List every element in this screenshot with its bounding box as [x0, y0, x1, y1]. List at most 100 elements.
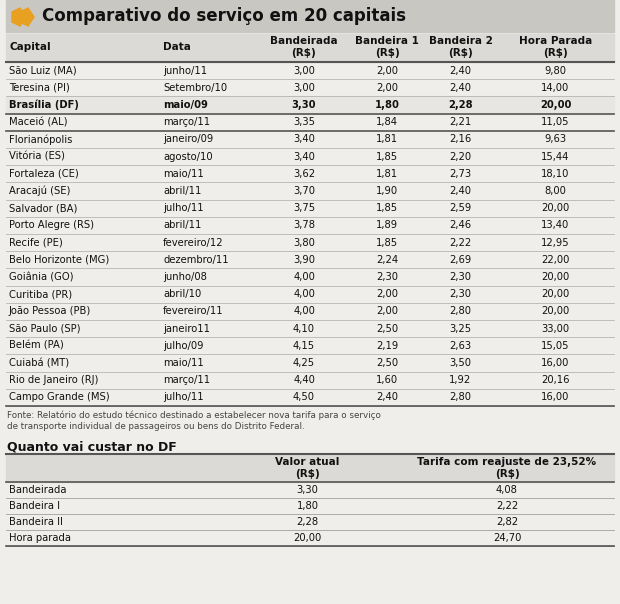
Text: 1,80: 1,80: [374, 100, 399, 110]
Text: 3,40: 3,40: [293, 135, 315, 144]
Bar: [6, 97, 614, 114]
Text: 2,22: 2,22: [450, 237, 472, 248]
Text: 4,00: 4,00: [293, 272, 315, 282]
Text: 3,50: 3,50: [450, 358, 471, 368]
Text: 3,25: 3,25: [450, 324, 472, 333]
Text: 1,60: 1,60: [376, 375, 398, 385]
Text: Bandeirada
(R$): Bandeirada (R$): [270, 36, 338, 58]
Text: 2,80: 2,80: [450, 306, 471, 316]
Text: 22,00: 22,00: [541, 255, 570, 265]
Text: Bandeira I: Bandeira I: [9, 501, 60, 511]
Text: Campo Grande (MS): Campo Grande (MS): [9, 393, 110, 402]
Text: 2,00: 2,00: [376, 306, 398, 316]
Text: janeiro/09: janeiro/09: [163, 135, 213, 144]
Text: Belo Horizonte (MG): Belo Horizonte (MG): [9, 255, 109, 265]
Text: 16,00: 16,00: [541, 393, 570, 402]
Text: 13,40: 13,40: [541, 220, 570, 230]
Text: Bandeirada: Bandeirada: [9, 485, 66, 495]
Text: 4,10: 4,10: [293, 324, 315, 333]
Text: 2,73: 2,73: [450, 169, 472, 179]
Text: 4,00: 4,00: [293, 289, 315, 299]
Text: maio/09: maio/09: [163, 100, 208, 110]
Text: Hora Parada
(R$): Hora Parada (R$): [519, 36, 592, 58]
Text: Maceió (AL): Maceió (AL): [9, 117, 68, 127]
Text: 3,30: 3,30: [292, 100, 316, 110]
Text: Quanto vai custar no DF: Quanto vai custar no DF: [7, 440, 177, 453]
Text: abril/10: abril/10: [163, 289, 202, 299]
Text: 3,40: 3,40: [293, 152, 315, 162]
Text: 3,00: 3,00: [293, 83, 315, 93]
Text: 3,35: 3,35: [293, 117, 315, 127]
Text: 20,00: 20,00: [541, 289, 570, 299]
Text: 16,00: 16,00: [541, 358, 570, 368]
Text: maio/11: maio/11: [163, 169, 204, 179]
Text: 3,90: 3,90: [293, 255, 315, 265]
Text: 2,28: 2,28: [448, 100, 473, 110]
Polygon shape: [20, 8, 34, 26]
Text: 1,81: 1,81: [376, 135, 398, 144]
Text: Hora parada: Hora parada: [9, 533, 71, 543]
Text: 2,40: 2,40: [450, 83, 471, 93]
Text: 14,00: 14,00: [541, 83, 570, 93]
Text: 2,40: 2,40: [450, 186, 471, 196]
Text: 2,40: 2,40: [376, 393, 398, 402]
Text: Cuiabá (MT): Cuiabá (MT): [9, 358, 69, 368]
Text: 3,30: 3,30: [296, 485, 319, 495]
Text: 4,08: 4,08: [496, 485, 518, 495]
Text: 2,63: 2,63: [450, 341, 472, 351]
Text: Salvador (BA): Salvador (BA): [9, 203, 78, 213]
Text: Bandeira 2
(R$): Bandeira 2 (R$): [428, 36, 492, 58]
Text: Setembro/10: Setembro/10: [163, 83, 227, 93]
Text: 2,82: 2,82: [496, 517, 518, 527]
Text: 1,90: 1,90: [376, 186, 398, 196]
Text: Bandeira 1
(R$): Bandeira 1 (R$): [355, 36, 419, 58]
Text: 2,00: 2,00: [376, 83, 398, 93]
Text: Rio de Janeiro (RJ): Rio de Janeiro (RJ): [9, 375, 99, 385]
Text: 1,92: 1,92: [450, 375, 472, 385]
Text: Belém (PA): Belém (PA): [9, 341, 64, 351]
Text: 3,75: 3,75: [293, 203, 315, 213]
Text: Aracajú (SE): Aracajú (SE): [9, 186, 71, 196]
Text: Vitória (ES): Vitória (ES): [9, 152, 65, 162]
Text: Fonte: Relatório do estudo técnico destinado a estabelecer nova tarifa para o se: Fonte: Relatório do estudo técnico desti…: [7, 410, 381, 431]
Bar: [6, 34, 614, 62]
Text: julho/09: julho/09: [163, 341, 203, 351]
Text: fevereiro/12: fevereiro/12: [163, 237, 224, 248]
Text: Comparativo do serviço em 20 capitais: Comparativo do serviço em 20 capitais: [42, 7, 406, 25]
Bar: [6, 546, 614, 604]
Text: Tarifa com reajuste de 23,52%
(R$): Tarifa com reajuste de 23,52% (R$): [417, 457, 596, 479]
Text: maio/11: maio/11: [163, 358, 204, 368]
Text: 2,28: 2,28: [296, 517, 319, 527]
Text: abril/11: abril/11: [163, 220, 202, 230]
Text: janeiro11: janeiro11: [163, 324, 210, 333]
Text: Florianópolis: Florianópolis: [9, 134, 73, 144]
Text: 2,00: 2,00: [376, 66, 398, 76]
Text: 20,00: 20,00: [541, 306, 570, 316]
Polygon shape: [12, 8, 26, 26]
Text: 8,00: 8,00: [544, 186, 567, 196]
Text: 2,19: 2,19: [376, 341, 398, 351]
Text: 4,00: 4,00: [293, 306, 315, 316]
Text: 9,63: 9,63: [544, 135, 567, 144]
Text: São Luiz (MA): São Luiz (MA): [9, 66, 77, 76]
Text: 2,46: 2,46: [450, 220, 472, 230]
Text: 4,15: 4,15: [293, 341, 315, 351]
Text: 2,30: 2,30: [376, 272, 398, 282]
Text: 2,30: 2,30: [450, 289, 471, 299]
Text: Brasília (DF): Brasília (DF): [9, 100, 79, 111]
Text: 1,84: 1,84: [376, 117, 398, 127]
Text: 4,25: 4,25: [293, 358, 315, 368]
Text: março/11: março/11: [163, 375, 210, 385]
Text: Goiânia (GO): Goiânia (GO): [9, 272, 74, 282]
Text: março/11: março/11: [163, 117, 210, 127]
Bar: [6, 454, 614, 482]
Text: Valor atual
(R$): Valor atual (R$): [275, 457, 340, 479]
Text: 20,00: 20,00: [540, 100, 571, 110]
Text: Recife (PE): Recife (PE): [9, 237, 63, 248]
Text: 2,50: 2,50: [376, 324, 398, 333]
Text: julho/11: julho/11: [163, 393, 203, 402]
Text: 33,00: 33,00: [541, 324, 570, 333]
Text: 24,70: 24,70: [493, 533, 521, 543]
Text: agosto/10: agosto/10: [163, 152, 213, 162]
Text: Fortaleza (CE): Fortaleza (CE): [9, 169, 79, 179]
